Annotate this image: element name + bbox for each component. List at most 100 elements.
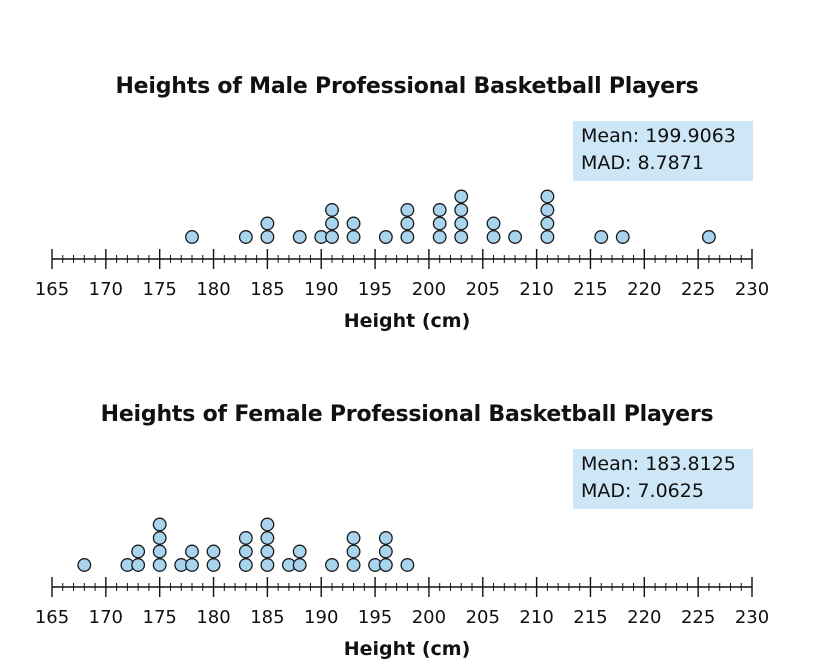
data-point xyxy=(292,558,307,572)
data-point xyxy=(454,216,469,231)
tick-label: 180 xyxy=(196,279,230,300)
data-point xyxy=(325,216,339,231)
tick-label: 190 xyxy=(304,607,338,628)
tick-label: 225 xyxy=(681,607,715,628)
data-point xyxy=(701,230,716,244)
tick-label: 175 xyxy=(143,607,177,628)
chart-title: Heights of Male Professional Basketball … xyxy=(115,74,699,99)
data-point xyxy=(238,531,253,545)
data-point xyxy=(185,230,199,244)
data-point xyxy=(185,544,199,559)
tick-label: 180 xyxy=(196,607,230,628)
data-point xyxy=(615,230,630,244)
tick-label: 225 xyxy=(681,279,715,300)
mean-label: Mean: 183.8125 xyxy=(581,453,736,475)
data-point xyxy=(346,230,361,244)
data-point xyxy=(260,230,275,244)
data-point xyxy=(346,531,361,545)
tick-label: 200 xyxy=(412,279,446,300)
tick-label: 175 xyxy=(143,279,177,300)
male-heights-chart: Heights of Male Professional Basketball … xyxy=(0,0,814,332)
tick-label: 195 xyxy=(358,279,392,300)
data-point xyxy=(540,230,555,244)
tick-label: 215 xyxy=(573,279,607,300)
data-point xyxy=(454,203,469,217)
tick-label: 210 xyxy=(519,279,553,300)
data-point xyxy=(400,230,415,244)
tick-label: 220 xyxy=(627,279,661,300)
tick-label: 230 xyxy=(735,279,769,300)
data-point xyxy=(238,544,253,559)
female-heights-chart: Heights of Female Professional Basketbal… xyxy=(0,328,814,660)
tick-label: 165 xyxy=(35,607,69,628)
data-point xyxy=(400,558,415,572)
data-point xyxy=(378,558,393,572)
data-point xyxy=(206,558,221,572)
data-point xyxy=(185,558,199,572)
data-point xyxy=(152,558,167,572)
data-point xyxy=(346,216,361,231)
data-point xyxy=(152,531,167,545)
data-point xyxy=(432,230,447,244)
data-point xyxy=(260,558,275,572)
data-point xyxy=(238,558,253,572)
data-point xyxy=(432,216,447,231)
data-point xyxy=(346,558,361,572)
tick-label: 210 xyxy=(519,607,553,628)
data-point xyxy=(260,216,275,231)
data-point xyxy=(594,230,609,244)
tick-label: 205 xyxy=(466,607,500,628)
tick-label: 215 xyxy=(573,607,607,628)
tick-label: 185 xyxy=(250,607,284,628)
tick-label: 200 xyxy=(412,607,446,628)
tick-label: 170 xyxy=(89,607,123,628)
tick-label: 165 xyxy=(35,279,69,300)
data-point xyxy=(378,531,393,545)
data-point xyxy=(131,544,146,559)
data-point xyxy=(152,544,167,559)
data-point xyxy=(454,189,469,204)
data-point xyxy=(131,558,146,572)
mad-label: MAD: 8.7871 xyxy=(581,152,704,174)
data-point xyxy=(292,544,307,559)
x-axis-title: Height (cm) xyxy=(343,310,471,332)
data-point xyxy=(432,203,447,217)
data-point xyxy=(260,544,275,559)
data-point xyxy=(260,531,275,545)
data-point xyxy=(400,216,415,231)
tick-label: 205 xyxy=(466,279,500,300)
data-point xyxy=(486,216,501,231)
data-point xyxy=(325,230,339,244)
stats-box: Mean: 183.8125 MAD: 7.0625 xyxy=(573,449,753,509)
tick-label: 185 xyxy=(250,279,284,300)
tick-label: 195 xyxy=(358,607,392,628)
data-point xyxy=(238,230,253,244)
dot-plot: 165 170 175 180 185 190 195 200 205 210 215 220 225 2… xyxy=(35,517,769,628)
data-point xyxy=(77,558,92,572)
data-point xyxy=(454,230,469,244)
tick-label: 190 xyxy=(304,279,338,300)
data-point xyxy=(378,544,393,559)
x-axis-title: Height (cm) xyxy=(343,638,471,660)
data-point xyxy=(400,203,415,217)
data-point xyxy=(540,203,555,217)
data-point xyxy=(206,544,221,559)
mad-label: MAD: 7.0625 xyxy=(581,480,704,502)
chart-title: Heights of Female Professional Basketbal… xyxy=(100,402,714,427)
stats-box: Mean: 199.9063 MAD: 8.7871 xyxy=(573,121,753,181)
data-point xyxy=(325,558,339,572)
data-point xyxy=(292,230,307,244)
data-point xyxy=(378,230,393,244)
data-point xyxy=(486,230,501,244)
data-point xyxy=(260,517,275,532)
data-point xyxy=(540,189,555,204)
data-point xyxy=(540,216,555,231)
data-point xyxy=(508,230,523,244)
tick-label: 230 xyxy=(735,607,769,628)
dot-plot: 165 170 175 180 185 190 195 200 205 210 215 220 225 2… xyxy=(35,189,769,300)
tick-label: 220 xyxy=(627,607,661,628)
mean-label: Mean: 199.9063 xyxy=(581,125,736,147)
data-point xyxy=(346,544,361,559)
tick-label: 170 xyxy=(89,279,123,300)
data-point xyxy=(325,203,339,217)
